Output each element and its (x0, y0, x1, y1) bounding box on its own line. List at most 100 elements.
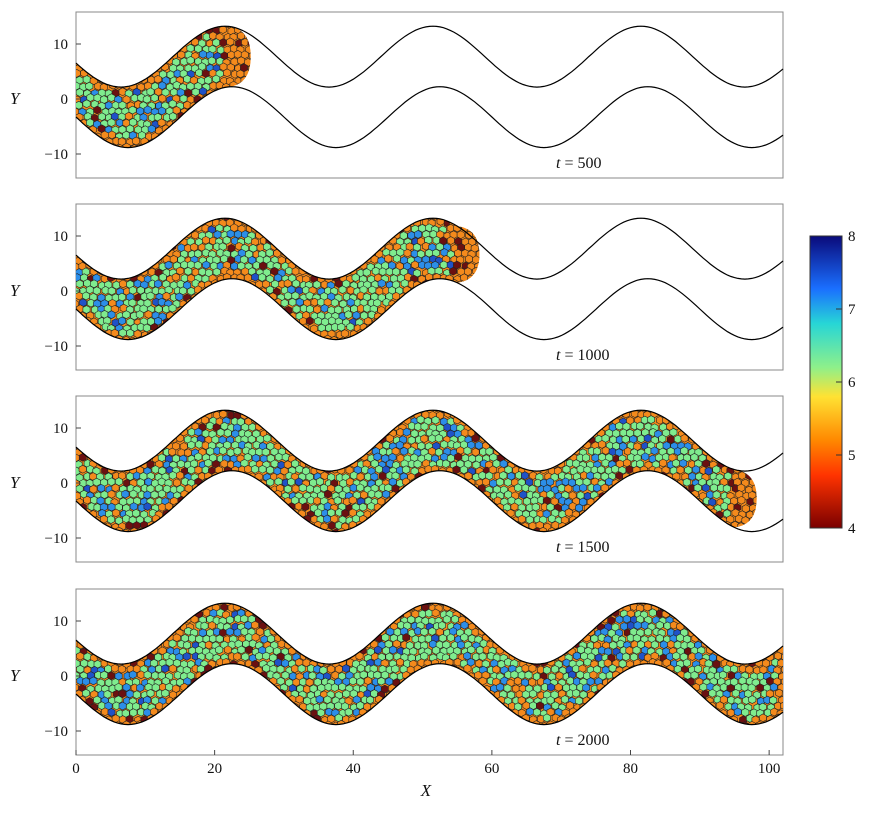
cell (397, 540, 404, 548)
cell (86, 428, 95, 437)
cell (317, 410, 325, 414)
cell (249, 484, 258, 493)
cell (445, 274, 454, 284)
cell (280, 336, 289, 340)
cell (244, 464, 252, 474)
cell (601, 458, 610, 468)
cell (153, 219, 162, 228)
cell (107, 45, 115, 55)
cell (107, 57, 116, 67)
cell (343, 207, 350, 215)
cell (136, 362, 143, 370)
cell (356, 398, 363, 406)
cell (262, 398, 269, 406)
cell (98, 152, 105, 160)
cell (227, 354, 234, 362)
cell (368, 335, 376, 340)
cell (324, 249, 333, 258)
cell (696, 399, 703, 407)
time-label: t = 500 (556, 155, 601, 172)
cell (367, 310, 376, 320)
cell (223, 199, 230, 207)
cell (439, 310, 448, 320)
cell (300, 534, 307, 542)
cell (173, 44, 182, 53)
cell (266, 541, 273, 549)
cell (483, 526, 492, 532)
cell (312, 421, 321, 431)
cell (190, 355, 197, 363)
cell (266, 527, 275, 532)
cell (356, 422, 365, 432)
cell (442, 471, 451, 480)
cell (594, 510, 603, 519)
cell (504, 540, 511, 548)
cell (406, 304, 415, 314)
cell (620, 490, 629, 500)
cell (662, 491, 671, 501)
cell (107, 336, 115, 340)
cell (129, 552, 136, 560)
cell (636, 522, 645, 531)
cell (76, 329, 85, 339)
cell (151, 361, 158, 369)
cell (704, 410, 713, 414)
cell (544, 535, 551, 543)
cell (461, 410, 470, 412)
cell (134, 151, 141, 159)
cell (206, 546, 213, 554)
cell (76, 322, 82, 332)
cell (251, 45, 258, 53)
cell (205, 137, 214, 146)
cell (429, 279, 438, 289)
cell (292, 399, 299, 407)
cell (338, 218, 347, 222)
cell (110, 64, 119, 73)
cell (258, 273, 267, 282)
cell (109, 540, 116, 548)
cell (171, 592, 178, 600)
cell (540, 540, 547, 548)
cell (136, 542, 143, 550)
cell (497, 429, 506, 439)
cell (186, 527, 194, 532)
cell (245, 131, 251, 141)
cell (289, 391, 296, 399)
cell (231, 298, 240, 308)
cell (248, 51, 251, 61)
cell (637, 534, 644, 542)
cell (450, 292, 459, 302)
cell (107, 93, 116, 102)
cell (705, 442, 714, 451)
cell (770, 584, 777, 592)
cell (252, 106, 259, 114)
cell (134, 26, 142, 35)
cell (105, 591, 112, 599)
cell (353, 584, 360, 592)
cell (418, 516, 427, 526)
cell (98, 112, 106, 121)
cell (384, 318, 393, 327)
cell (187, 427, 196, 437)
cell (349, 411, 358, 420)
cell (94, 528, 103, 532)
cell (576, 415, 585, 424)
cell (452, 465, 461, 474)
cell (548, 540, 555, 548)
cell (266, 465, 275, 475)
cell (411, 218, 420, 221)
cell (439, 260, 448, 270)
cell (108, 218, 117, 222)
cell (532, 410, 540, 414)
cell (531, 441, 540, 450)
cell (125, 421, 133, 431)
cell (266, 260, 275, 270)
cell (382, 324, 391, 333)
cell (270, 218, 279, 227)
cell (452, 311, 461, 321)
cell (90, 206, 97, 214)
cell (442, 356, 449, 364)
cell (328, 244, 337, 253)
cell (227, 484, 236, 494)
cell (547, 416, 556, 426)
